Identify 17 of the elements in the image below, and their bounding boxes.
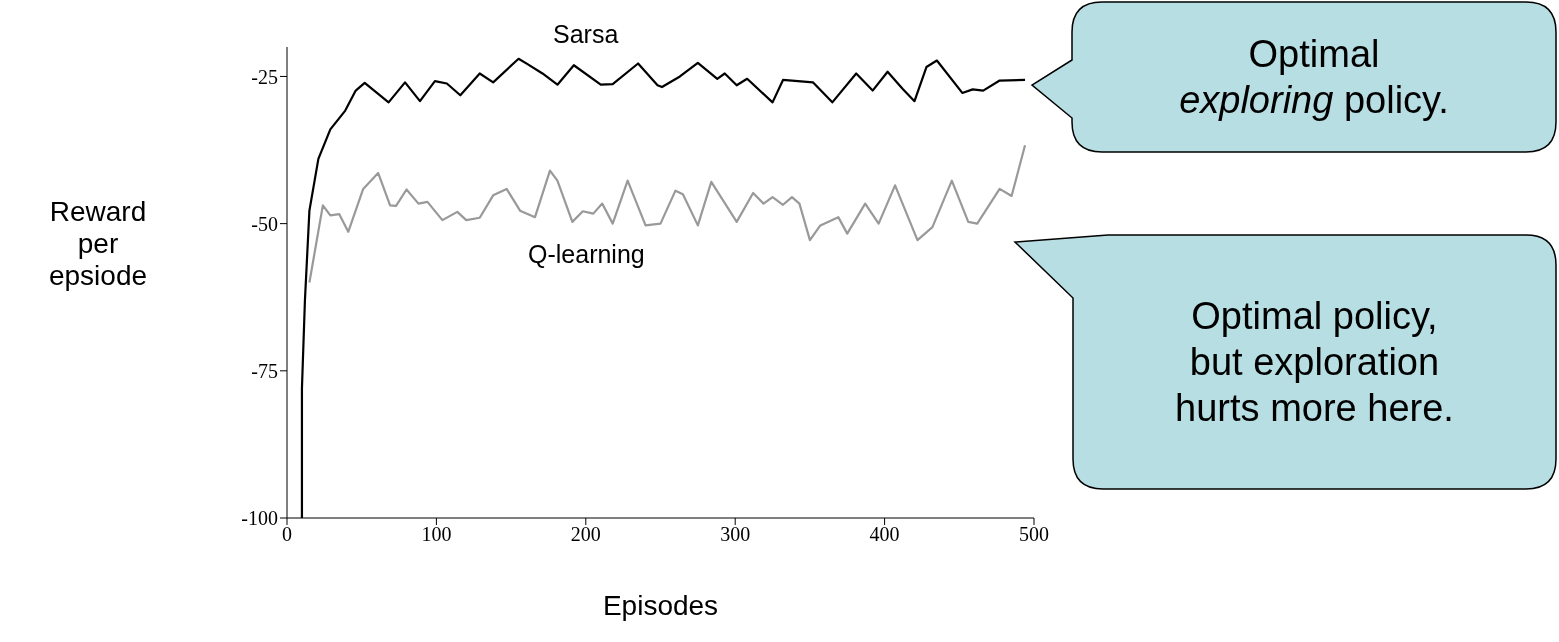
y-tick-label: -100	[241, 507, 278, 530]
text: Optimal exploring policy.	[1179, 32, 1449, 121]
x-tick-label: 0	[282, 523, 292, 546]
x-tick-label: 300	[720, 523, 751, 546]
series-label: Sarsa	[553, 20, 619, 49]
x-tick-label: 200	[570, 523, 601, 546]
x-axis-title: Episodes	[601, 590, 720, 622]
y-tick-label: -75	[251, 359, 278, 382]
x-tick-label: 400	[869, 523, 900, 546]
y-tick-label: -50	[251, 212, 278, 235]
x-tick-label: 500	[1019, 523, 1049, 546]
text: Optimal policy, but exploration hurts more here.	[1175, 294, 1454, 431]
line-series	[308, 144, 1027, 284]
y-tick-label: -25	[251, 65, 278, 88]
y-axis-title: Reward per epsiode	[47, 196, 149, 292]
series-label: Q-learning	[528, 240, 645, 269]
x-tick-label: 100	[421, 523, 452, 546]
